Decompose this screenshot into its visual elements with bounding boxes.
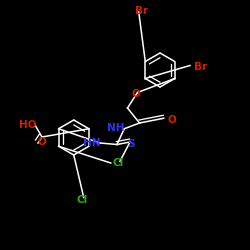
Text: NH: NH	[107, 123, 124, 133]
Text: Cl: Cl	[112, 158, 124, 168]
Text: S: S	[128, 139, 135, 149]
Text: O: O	[37, 137, 46, 147]
Text: O: O	[131, 89, 140, 99]
Text: Br: Br	[135, 6, 148, 16]
Text: Cl: Cl	[77, 195, 88, 205]
Text: HO: HO	[20, 120, 37, 130]
Text: HN: HN	[83, 138, 101, 147]
Text: Br: Br	[194, 62, 207, 72]
Text: O: O	[168, 115, 176, 125]
